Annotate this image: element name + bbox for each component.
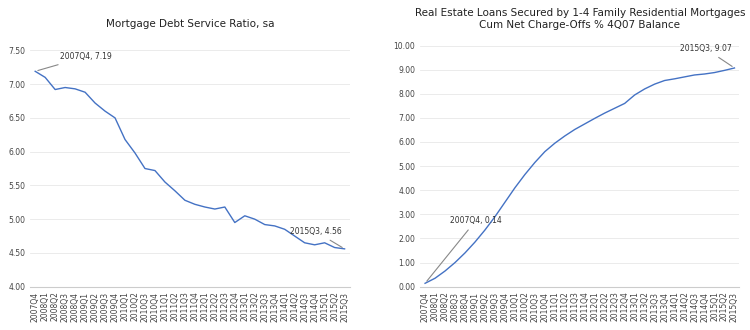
Text: 2015Q3, 9.07: 2015Q3, 9.07	[680, 44, 732, 66]
Title: Mortgage Debt Service Ratio, sa: Mortgage Debt Service Ratio, sa	[106, 18, 274, 28]
Text: 2015Q3, 4.56: 2015Q3, 4.56	[290, 227, 342, 248]
Text: 2007Q4, 0.14: 2007Q4, 0.14	[427, 216, 502, 281]
Text: 2007Q4, 7.19: 2007Q4, 7.19	[38, 52, 112, 71]
Title: Real Estate Loans Secured by 1-4 Family Residential Mortgages
Cum Net Charge-Off: Real Estate Loans Secured by 1-4 Family …	[415, 8, 745, 30]
